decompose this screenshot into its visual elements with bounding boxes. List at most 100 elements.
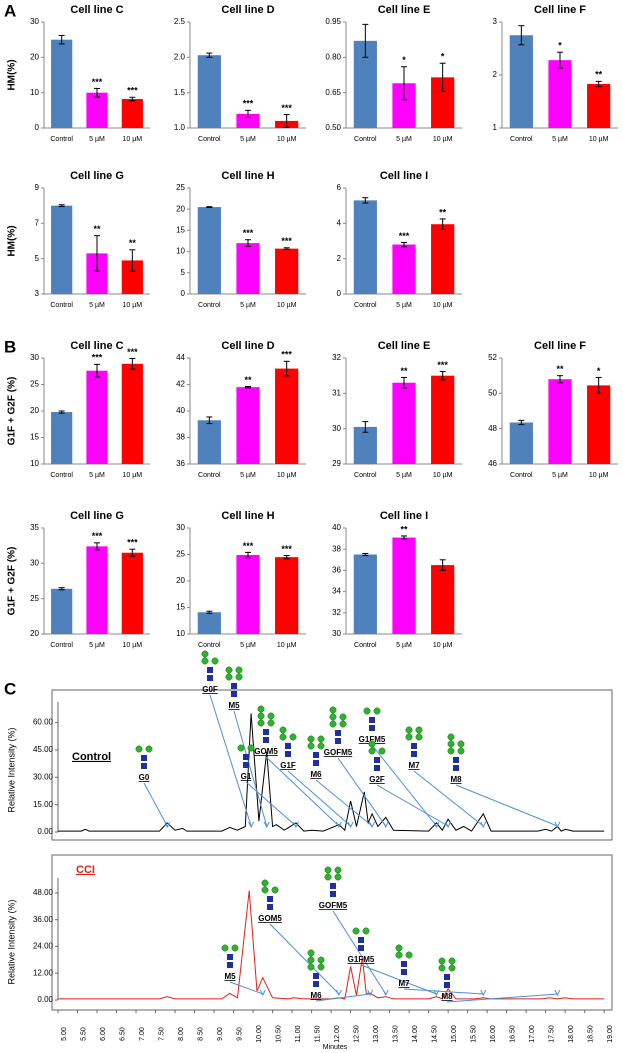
- arrow-head: [259, 989, 266, 997]
- glycan-square: [411, 743, 417, 749]
- y-tick-label: 60.00: [33, 718, 54, 727]
- arrow-head: [263, 821, 270, 829]
- glycan-circle: [257, 712, 265, 720]
- bar: [236, 555, 260, 634]
- x-tick-label: Control: [354, 642, 377, 649]
- x-tick-label: 5 µM: [552, 136, 568, 143]
- error-bar: [439, 218, 446, 231]
- y-tick-label: 1: [493, 123, 498, 132]
- glycan-circle: [334, 873, 342, 881]
- glycan-square: [335, 730, 341, 736]
- y-tick-label: 4: [337, 218, 342, 227]
- y-axis-label: HM(%): [7, 225, 18, 256]
- chart-title: Cell line I: [380, 510, 428, 522]
- significance-label: ***: [281, 350, 292, 360]
- glycan-circle: [395, 944, 403, 952]
- significance-label: **: [400, 524, 408, 534]
- significance-label: ***: [281, 103, 292, 113]
- glycan-circle: [135, 745, 143, 753]
- significance-label: **: [595, 70, 603, 80]
- y-axis-label: G1F + G2F (%): [7, 377, 18, 446]
- arrow-head: [445, 821, 452, 829]
- y-tick-label: 1.5: [174, 88, 186, 97]
- glycan-circle: [329, 706, 337, 714]
- glycan-circle: [373, 707, 381, 715]
- peak-arrow: [360, 964, 437, 995]
- glycan-circle: [438, 957, 446, 965]
- bar: [275, 368, 299, 464]
- x-axis-label: Minutes: [323, 1044, 348, 1051]
- x-tick-label: 10 µM: [433, 472, 453, 479]
- error-bar: [401, 535, 407, 540]
- glycan-square: [374, 765, 380, 771]
- x-tick-label: 9.00: [217, 1027, 224, 1041]
- y-axis-label: G1F + G2F (%): [7, 547, 18, 616]
- arrow-head: [347, 821, 354, 829]
- peak-label: G0F: [202, 685, 218, 694]
- x-tick-label: 13.00: [373, 1025, 380, 1043]
- x-tick-label: 17.50: [549, 1025, 556, 1043]
- peak-arrow: [337, 757, 387, 827]
- y-tick-label: 38: [176, 433, 185, 442]
- glycan-square: [369, 725, 375, 731]
- bar: [236, 387, 260, 464]
- x-tick-label: 5.00: [61, 1027, 68, 1041]
- y-tick-label: 10: [176, 247, 185, 256]
- error-bar: [245, 385, 251, 389]
- peak-label: G1FM5: [359, 735, 386, 744]
- series-label: CCI: [76, 864, 95, 876]
- y-tick-label: 30: [176, 523, 185, 532]
- y-tick-label: 10: [30, 88, 39, 97]
- error-bar: [129, 358, 136, 370]
- glycan-circle: [271, 886, 279, 894]
- y-tick-label: 0.95: [325, 17, 341, 26]
- y-tick-label: 20: [30, 629, 39, 638]
- glycan-square: [358, 937, 364, 943]
- y-tick-label: 52: [488, 353, 497, 362]
- bar: [121, 260, 143, 294]
- glycan-circle: [447, 747, 455, 755]
- y-tick-label: 0.65: [325, 88, 341, 97]
- glycan-square: [141, 755, 147, 761]
- x-tick-label: 8.50: [197, 1027, 204, 1041]
- error-bar: [245, 551, 251, 559]
- y-tick-label: 15: [176, 226, 185, 235]
- chart-title: Cell line H: [221, 170, 274, 182]
- glycan-square: [313, 981, 319, 987]
- peak-label: M5: [224, 972, 236, 981]
- y-axis-label: HM(%): [7, 59, 18, 90]
- glycan-icon: [135, 745, 153, 769]
- glycan-circle: [329, 713, 337, 721]
- bar: [431, 77, 455, 128]
- glycan-icon: [352, 927, 370, 951]
- glycan-square: [369, 717, 375, 723]
- significance-label: ***: [92, 531, 103, 541]
- glycan-icon: [261, 879, 279, 910]
- peak-label: G1: [241, 772, 252, 781]
- x-tick-label: 5 µM: [89, 472, 105, 479]
- glycan-icon: [368, 740, 386, 771]
- bar: [51, 412, 73, 464]
- peak-arrow: [287, 770, 351, 827]
- x-tick-label: Control: [50, 472, 73, 479]
- plot-frame: [51, 689, 613, 841]
- x-tick-label: 15.50: [470, 1025, 477, 1043]
- bar: [51, 588, 73, 634]
- x-tick-label: 10 µM: [277, 136, 297, 143]
- arrow-head: [480, 821, 487, 829]
- panel-label: A: [4, 1, 16, 20]
- y-tick-label: 42: [176, 380, 185, 389]
- glycan-icon: [237, 744, 255, 768]
- x-tick-label: 11.50: [314, 1025, 321, 1042]
- arrow-head: [554, 989, 561, 997]
- bar: [86, 253, 108, 294]
- glycan-circle: [362, 927, 370, 935]
- y-tick-label: 9: [35, 183, 40, 192]
- glycan-circle: [247, 744, 255, 752]
- bar: [51, 39, 73, 128]
- significance-label: **: [129, 238, 137, 248]
- glycan-icon: [405, 726, 423, 757]
- panel-label: B: [4, 337, 16, 356]
- x-tick-label: 7.00: [139, 1027, 146, 1041]
